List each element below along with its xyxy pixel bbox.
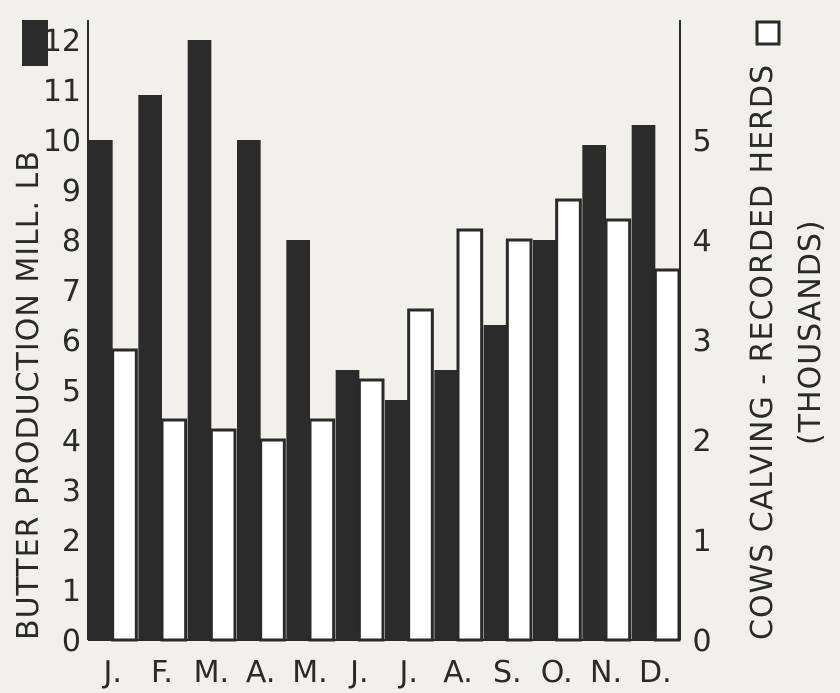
right-tick-label: 2 bbox=[692, 424, 711, 459]
right-tick-label: 5 bbox=[692, 124, 711, 159]
left-tick-label: 2 bbox=[62, 524, 81, 559]
bar-cows-0 bbox=[111, 348, 138, 642]
right-tick-labels: 0 1 2 3 4 5 bbox=[692, 124, 711, 659]
left-tick-label: 5 bbox=[62, 374, 81, 409]
bar-cows-10 bbox=[604, 218, 632, 642]
bar-butter-8 bbox=[483, 325, 508, 640]
left-tick-label: 6 bbox=[62, 324, 81, 359]
legend-swatch-butter bbox=[22, 20, 48, 66]
bars-layer bbox=[89, 40, 681, 642]
category-label: A. bbox=[246, 655, 276, 690]
left-axis-title: BUTTER PRODUCTION MILL. LB bbox=[11, 150, 46, 640]
right-tick-label: 4 bbox=[692, 224, 711, 259]
bar-cows-4 bbox=[308, 418, 336, 642]
category-label: J. bbox=[348, 655, 368, 690]
bar-butter-5 bbox=[335, 370, 360, 640]
bar-butter-0 bbox=[89, 140, 113, 640]
bar-cows-7 bbox=[456, 228, 484, 642]
category-labels: J. F. M. A. M. J. J. A. S. O. N. D. bbox=[101, 655, 671, 690]
left-tick-label: 1 bbox=[62, 574, 81, 609]
bar-butter-1 bbox=[138, 95, 162, 640]
bar-cows-3 bbox=[259, 438, 286, 642]
left-tick-label: 8 bbox=[62, 224, 81, 259]
bar-cows-2 bbox=[209, 428, 237, 642]
left-tick-label: 0 bbox=[62, 624, 81, 659]
left-tick-label: 11 bbox=[43, 74, 81, 109]
bar-cows-8 bbox=[505, 238, 533, 642]
category-label: D. bbox=[639, 655, 672, 690]
bar-butter-7 bbox=[434, 370, 458, 640]
category-label: S. bbox=[493, 655, 522, 690]
right-tick-label: 0 bbox=[692, 624, 711, 659]
right-tick-label: 1 bbox=[692, 524, 711, 559]
bar-butter-10 bbox=[582, 145, 606, 640]
left-tick-label: 4 bbox=[62, 424, 81, 459]
left-tick-label: 10 bbox=[43, 124, 81, 159]
bar-cows-11 bbox=[653, 268, 681, 642]
bar-butter-11 bbox=[631, 125, 656, 640]
right-tick-label: 3 bbox=[692, 324, 711, 359]
category-label: N. bbox=[590, 655, 622, 690]
legend-swatch-cows bbox=[755, 20, 781, 46]
category-label: O. bbox=[541, 655, 573, 690]
category-label: J. bbox=[101, 655, 121, 690]
bar-butter-3 bbox=[237, 140, 261, 640]
bar-cows-1 bbox=[160, 418, 188, 642]
left-tick-label: 12 bbox=[43, 24, 81, 59]
bar-butter-6 bbox=[385, 400, 409, 640]
right-axis-title: COWS CALVING - RECORDED HERDS bbox=[745, 64, 780, 640]
bar-cows-5 bbox=[357, 378, 385, 642]
category-label: M. bbox=[292, 655, 327, 690]
bar-cows-6 bbox=[407, 308, 434, 642]
category-label: A. bbox=[443, 655, 473, 690]
bar-butter-4 bbox=[286, 240, 310, 640]
bar-butter-2 bbox=[187, 40, 212, 640]
left-tick-label: 9 bbox=[62, 174, 81, 209]
right-axis-subtitle: (THOUSANDS) bbox=[793, 219, 828, 445]
left-tick-label: 3 bbox=[62, 474, 81, 509]
bar-butter-9 bbox=[533, 240, 557, 640]
category-label: M. bbox=[194, 655, 229, 690]
category-label: J. bbox=[397, 655, 417, 690]
left-tick-label: 7 bbox=[62, 274, 81, 309]
category-label: F. bbox=[151, 655, 173, 690]
bar-cows-9 bbox=[555, 198, 582, 642]
